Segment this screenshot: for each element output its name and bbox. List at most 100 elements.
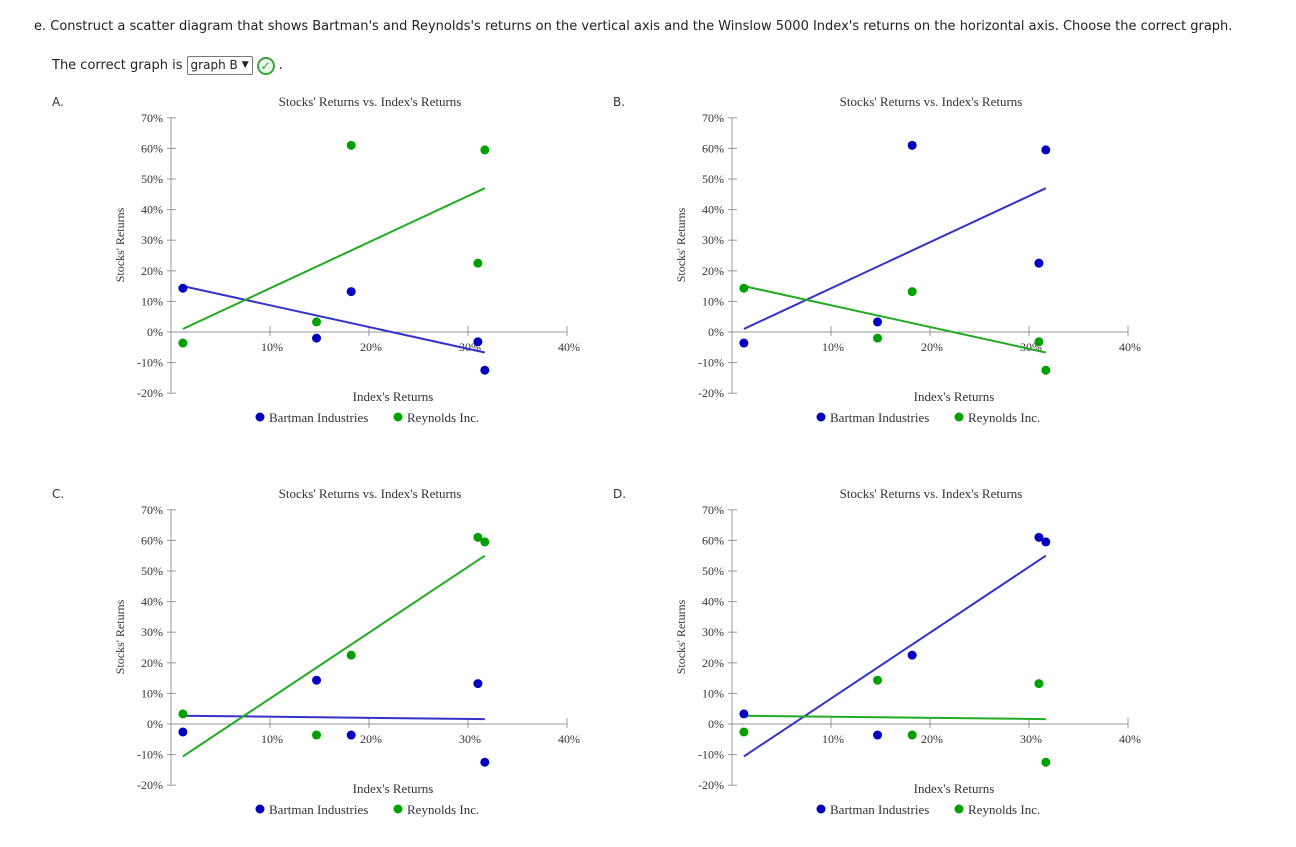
legend-marker xyxy=(393,804,403,814)
graph-select[interactable]: graph B ▼ xyxy=(186,56,253,75)
x-tick-label: 20% xyxy=(921,340,943,354)
y-tick-label: 20% xyxy=(702,656,724,670)
y-axis-label: Stocks' Returns xyxy=(113,599,127,674)
check-circle-icon: ✓ xyxy=(256,56,275,75)
data-point-bartman xyxy=(473,679,483,689)
chart-panel-a: A. Stocks' Returns vs. Index's Returns 70%… xyxy=(52,94,580,425)
legend-marker xyxy=(393,412,403,422)
x-tick-label: 40% xyxy=(558,340,580,354)
y-tick-label: 10% xyxy=(141,686,163,700)
data-point-bartman xyxy=(312,333,322,343)
x-axis-label: Index's Returns xyxy=(914,781,995,796)
chart-title: Stocks' Returns vs. Index's Returns xyxy=(279,94,462,109)
data-point-bartman xyxy=(178,283,188,293)
data-point-reynolds xyxy=(873,675,883,685)
data-point-reynolds xyxy=(346,650,356,660)
y-tick-label: 40% xyxy=(141,203,163,217)
data-point-reynolds xyxy=(1034,679,1044,689)
legend-label: Reynolds Inc. xyxy=(407,802,479,817)
y-tick-label: 50% xyxy=(141,564,163,578)
data-point-bartman xyxy=(473,337,483,347)
data-point-bartman xyxy=(1034,532,1044,542)
answer-prefix: The correct graph is xyxy=(52,58,183,73)
legend-label: Bartman Industries xyxy=(269,802,368,817)
data-point-bartman xyxy=(1034,258,1044,268)
chart-panel-d: D. Stocks' Returns vs. Index's Returns 70%… xyxy=(613,486,1141,817)
y-tick-label: 0% xyxy=(147,325,163,339)
y-tick-label: -20% xyxy=(698,778,724,792)
data-point-reynolds xyxy=(1041,757,1051,767)
data-point-reynolds xyxy=(346,140,356,150)
trend-line-bartman xyxy=(743,554,1047,758)
y-tick-label: 60% xyxy=(702,141,724,155)
y-tick-label: 40% xyxy=(702,595,724,609)
y-tick-label: -10% xyxy=(698,356,724,370)
y-tick-label: 40% xyxy=(702,203,724,217)
data-point-reynolds xyxy=(312,730,322,740)
data-point-bartman xyxy=(1041,145,1051,155)
data-point-bartman xyxy=(739,709,749,719)
data-point-bartman xyxy=(873,317,883,327)
x-tick-label: 10% xyxy=(261,340,283,354)
legend-marker xyxy=(255,412,265,422)
y-tick-label: -10% xyxy=(137,748,163,762)
data-point-reynolds xyxy=(473,532,483,542)
chart-panel-c: C. Stocks' Returns vs. Index's Returns 70%… xyxy=(52,486,580,817)
data-point-bartman xyxy=(907,650,917,660)
y-axis-label: Stocks' Returns xyxy=(674,207,688,282)
data-point-bartman xyxy=(480,365,490,375)
y-tick-label: 70% xyxy=(141,111,163,125)
trend-line-bartman xyxy=(182,714,485,721)
y-tick-label: 10% xyxy=(141,294,163,308)
data-point-reynolds xyxy=(907,287,917,297)
panel-label: C. xyxy=(52,487,64,501)
legend-marker xyxy=(816,412,826,422)
trend-line-bartman xyxy=(182,285,486,354)
data-point-reynolds xyxy=(178,338,188,348)
y-tick-label: 70% xyxy=(141,503,163,517)
y-tick-label: 50% xyxy=(702,564,724,578)
legend-marker xyxy=(816,804,826,814)
x-tick-label: 20% xyxy=(360,732,382,746)
y-tick-label: 60% xyxy=(141,141,163,155)
trend-line-reynolds xyxy=(182,554,486,758)
y-tick-label: 20% xyxy=(141,264,163,278)
y-tick-label: 30% xyxy=(141,233,163,247)
x-tick-label: 20% xyxy=(921,732,943,746)
y-tick-label: 60% xyxy=(702,533,724,547)
legend-label: Reynolds Inc. xyxy=(407,410,479,425)
question-text: e. Construct a scatter diagram that show… xyxy=(34,19,1233,34)
chart-panel-b: B. Stocks' Returns vs. Index's Returns 70%… xyxy=(613,94,1141,425)
data-point-bartman xyxy=(907,140,917,150)
y-tick-label: 30% xyxy=(702,625,724,639)
y-tick-label: -10% xyxy=(137,356,163,370)
chart-title: Stocks' Returns vs. Index's Returns xyxy=(840,486,1023,501)
chevron-down-icon: ▼ xyxy=(241,60,249,70)
data-point-reynolds xyxy=(480,537,490,547)
x-axis-label: Index's Returns xyxy=(353,781,434,796)
data-point-reynolds xyxy=(739,283,749,293)
x-tick-label: 20% xyxy=(360,340,382,354)
trend-line-reynolds xyxy=(743,285,1047,354)
legend-label: Bartman Industries xyxy=(830,410,929,425)
answer-suffix: . xyxy=(278,58,283,73)
y-tick-label: 10% xyxy=(702,686,724,700)
legend-marker xyxy=(954,412,964,422)
legend-label: Bartman Industries xyxy=(269,410,368,425)
data-point-reynolds xyxy=(473,258,483,268)
y-tick-label: 0% xyxy=(708,325,724,339)
trend-line-reynolds xyxy=(743,714,1046,721)
y-tick-label: 30% xyxy=(141,625,163,639)
y-tick-label: 50% xyxy=(141,172,163,186)
panel-label: B. xyxy=(613,95,625,109)
data-point-bartman xyxy=(178,727,188,737)
chart-title: Stocks' Returns vs. Index's Returns xyxy=(840,94,1023,109)
data-point-bartman xyxy=(1041,537,1051,547)
chart-title: Stocks' Returns vs. Index's Returns xyxy=(279,486,462,501)
data-point-reynolds xyxy=(873,333,883,343)
x-axis-label: Index's Returns xyxy=(353,389,434,404)
y-tick-label: 60% xyxy=(141,533,163,547)
x-tick-label: 40% xyxy=(558,732,580,746)
x-tick-label: 30% xyxy=(459,732,481,746)
data-point-bartman xyxy=(312,675,322,685)
